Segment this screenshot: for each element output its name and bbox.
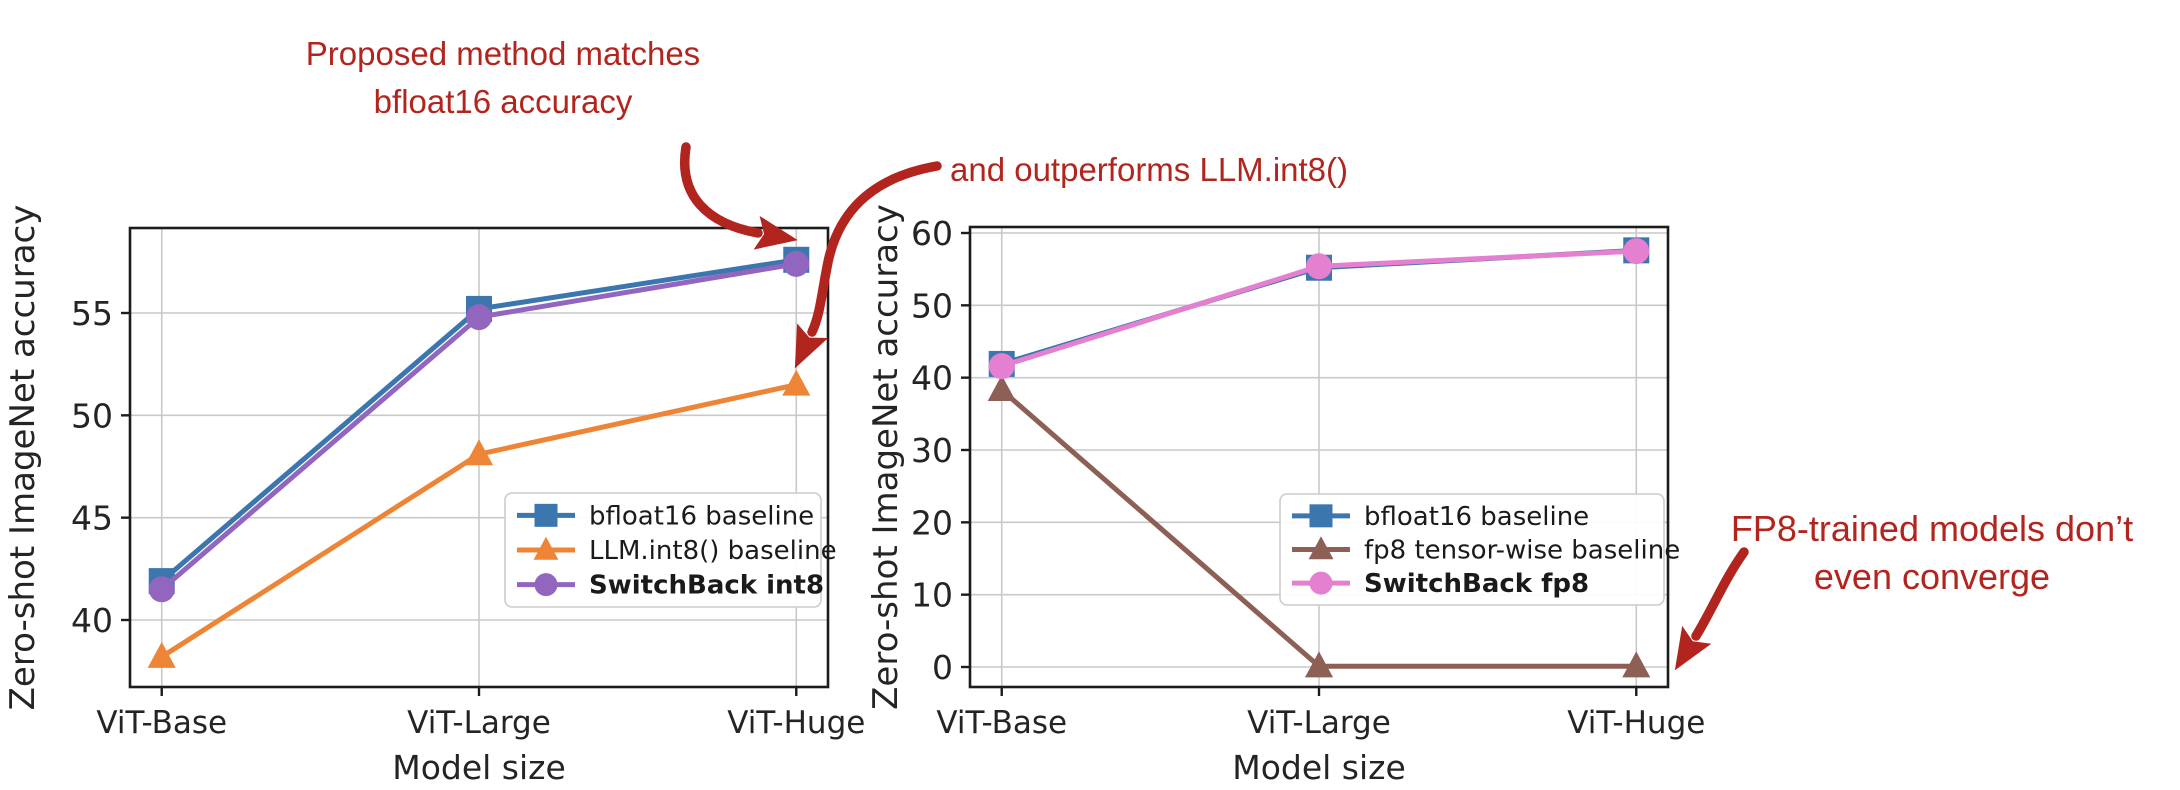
legend-label: bfloat16 baseline [1364, 502, 1589, 532]
y-tick-label: 50 [71, 396, 113, 435]
legend: bfloat16 baseline LLM.int8() baseline Swit… [504, 492, 837, 608]
marker-triangle [1304, 651, 1334, 678]
x-tick-label: ViT-Large [1247, 705, 1391, 741]
y-tick-label: 20 [911, 503, 953, 542]
x-tick-label: ViT-Large [407, 705, 551, 741]
y-tick-label: 40 [911, 359, 953, 398]
annotation-arrows [680, 142, 1749, 671]
gridlines [970, 227, 1668, 687]
annotation-line: Proposed method matches [305, 35, 701, 72]
marker-triangle [782, 369, 811, 396]
marker-triangle [464, 439, 494, 466]
legend-label: bfloat16 baseline [589, 501, 814, 531]
marker-circle [1309, 571, 1333, 595]
y-tick-label: 10 [911, 576, 953, 615]
y-tick-label: 55 [71, 294, 113, 333]
y-axis-label: Zero-shot ImageNet accuracy [866, 204, 906, 710]
annotation-line: and outperforms LLM.int8() [950, 151, 1349, 188]
legend-label: SwitchBack int8 [589, 571, 824, 601]
series-switchback-int8 [148, 250, 810, 603]
legend-box [1279, 493, 1665, 606]
y-axis-label: Zero-shot ImageNet accuracy [3, 205, 43, 711]
marker-triangle [987, 375, 1016, 402]
marker-circle [1306, 253, 1332, 280]
marker-square [534, 503, 558, 527]
y-tick-label: 50 [911, 286, 953, 325]
chart-int8: 40 45 50 55 ViT-Base ViT-Large ViT-Huge bfloat1… [3, 205, 865, 787]
series-switchback-fp8 [988, 238, 1650, 380]
chart-fp8: 0 10 20 30 40 50 60 ViT-Base ViT-Large ViT-Huge bf… [866, 204, 1705, 787]
marker-triangle [1308, 536, 1334, 560]
plot-border [128, 226, 830, 689]
marker-circle [1623, 238, 1650, 265]
x-tick-label: ViT-Base [936, 705, 1067, 741]
x-axis-label: Model size [392, 748, 566, 787]
marker-circle [466, 304, 492, 331]
marker-triangle [1622, 651, 1651, 678]
legend-label: fp8 tensor-wise baseline [1364, 536, 1680, 566]
marker-square [1309, 504, 1333, 528]
marker-circle [783, 250, 810, 277]
x-axis-label: Model size [1232, 748, 1406, 787]
x-tick-label: ViT-Base [96, 705, 227, 741]
marker-circle [534, 573, 558, 597]
y-tick-label: 45 [71, 499, 113, 538]
arrow-to-bfloat16-point [680, 142, 798, 250]
annotation-line: even converge [1813, 556, 2051, 597]
marker-triangle [533, 536, 559, 560]
annotation-line: FP8-trained models don’t [1730, 508, 2134, 549]
x-tick-label: ViT-Huge [727, 705, 865, 741]
y-tick-label: 30 [911, 431, 953, 470]
arrow-to-llmint8-point [794, 161, 942, 369]
axis-ticks: 0 10 20 30 40 50 60 ViT-Base ViT-Large ViT-Huge [911, 214, 1705, 741]
x-tick-label: ViT-Huge [1567, 705, 1705, 741]
arrow-to-fp8-point [1674, 547, 1749, 671]
plot-border [968, 225, 1670, 689]
marker-circle [988, 353, 1015, 380]
legend-label: SwitchBack fp8 [1364, 569, 1589, 599]
y-tick-label: 60 [911, 214, 953, 253]
axis-ticks: 40 45 50 55 ViT-Base ViT-Large ViT-Huge [71, 294, 865, 741]
legend-label: LLM.int8() baseline [589, 536, 837, 566]
annotation-proposed-method: Proposed method matches bfloat16 accurac… [283, 30, 723, 126]
series-fp8-tensor-wise-baseline [987, 375, 1651, 678]
y-tick-label: 40 [71, 601, 113, 640]
y-tick-label: 0 [932, 648, 953, 687]
legend: bfloat16 baseline fp8 tensor-wise baselin… [1279, 493, 1680, 606]
series-llm-int8-baseline [147, 369, 811, 668]
marker-circle [148, 576, 175, 603]
annotation-fp8-no-converge: FP8-trained models don’t even converge [1694, 505, 2170, 601]
annotation-outperforms-int8: and outperforms LLM.int8() [950, 146, 1348, 194]
marker-triangle [147, 641, 176, 668]
annotation-line: bfloat16 accuracy [373, 83, 633, 120]
legend-box [504, 492, 822, 608]
